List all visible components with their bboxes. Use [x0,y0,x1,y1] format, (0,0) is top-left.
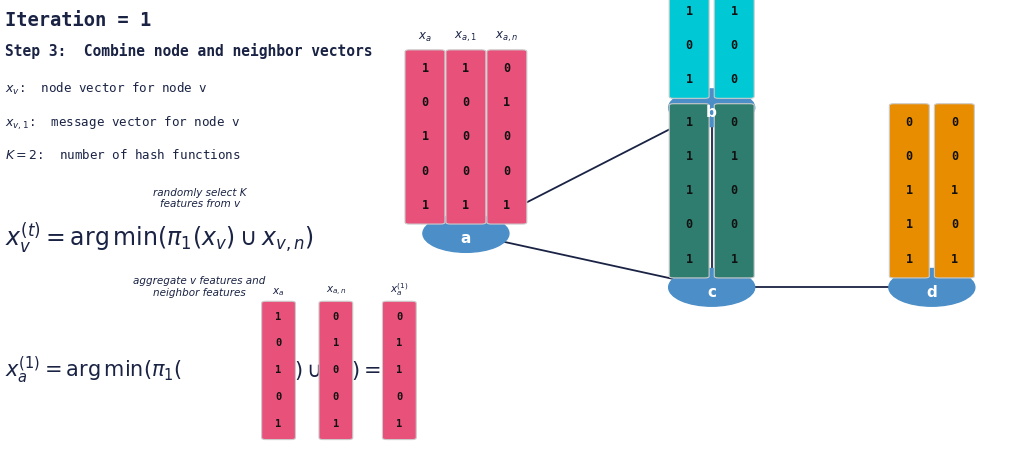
Text: 0: 0 [333,365,339,375]
Text: 0: 0 [275,339,282,348]
FancyBboxPatch shape [406,50,444,224]
Text: 1: 1 [951,253,957,265]
Text: 1: 1 [686,73,692,86]
Text: 1: 1 [422,62,428,75]
Text: 1: 1 [686,253,692,265]
Circle shape [669,269,755,306]
Text: 0: 0 [951,150,957,163]
Text: 1: 1 [906,219,912,231]
Text: 1: 1 [686,5,692,18]
Text: $x_a^{(1)} = \arg\min(\pi_1($: $x_a^{(1)} = \arg\min(\pi_1($ [5,355,182,386]
Text: 0: 0 [731,185,737,197]
Text: $x_{a,n}$: $x_{a,n}$ [326,285,346,298]
FancyBboxPatch shape [889,104,930,278]
Text: 1: 1 [422,131,428,143]
Text: b: b [707,105,717,120]
Text: 1: 1 [686,185,692,197]
Text: $x_v$:  node vector for node v: $x_v$: node vector for node v [5,81,208,97]
Text: 1: 1 [396,339,402,348]
Text: $x_a^{(1)}$: $x_a^{(1)}$ [390,281,409,298]
Text: 1: 1 [906,253,912,265]
Text: 0: 0 [906,116,912,129]
Text: 0: 0 [731,219,737,231]
FancyBboxPatch shape [487,50,526,224]
Text: 1: 1 [951,185,957,197]
Text: 0: 0 [396,392,402,402]
FancyBboxPatch shape [319,301,352,440]
FancyBboxPatch shape [715,104,754,278]
FancyBboxPatch shape [670,104,709,278]
Text: a: a [461,231,471,246]
Text: 1: 1 [333,419,339,429]
Circle shape [889,269,975,306]
Text: 1: 1 [686,150,692,163]
Text: 1: 1 [906,185,912,197]
Text: 0: 0 [463,131,469,143]
Text: 1: 1 [396,419,402,429]
Text: 0: 0 [275,392,282,402]
Text: 0: 0 [906,150,912,163]
FancyBboxPatch shape [670,0,709,98]
Text: 1: 1 [275,419,282,429]
Text: $x_{a,n}$: $x_{a,n}$ [496,29,518,44]
Text: 0: 0 [686,39,692,52]
Text: 1: 1 [275,365,282,375]
FancyBboxPatch shape [715,0,754,98]
Text: $x_{a,1}$: $x_{a,1}$ [455,29,477,44]
Text: $)\cup$: $)\cup$ [294,359,321,382]
Text: 0: 0 [504,131,510,143]
Text: aggregate v features and
neighbor features: aggregate v features and neighbor featur… [133,276,266,298]
Text: $K = 2$:  number of hash functions: $K = 2$: number of hash functions [5,148,241,162]
Text: 1: 1 [731,5,737,18]
Text: 0: 0 [731,73,737,86]
Text: 1: 1 [463,199,469,211]
Circle shape [669,89,755,127]
Text: $x_v^{(t)} = \arg\min(\pi_1(x_v) \cup x_{v,n})$: $x_v^{(t)} = \arg\min(\pi_1(x_v) \cup x_… [5,220,314,255]
Text: 0: 0 [731,39,737,52]
FancyBboxPatch shape [383,301,416,440]
Text: 1: 1 [275,312,282,321]
Text: 0: 0 [333,312,339,321]
Text: $x_a$: $x_a$ [272,286,285,298]
FancyBboxPatch shape [935,104,975,278]
Text: randomly select K
features from v: randomly select K features from v [153,188,247,209]
FancyBboxPatch shape [262,301,295,440]
Text: 1: 1 [422,199,428,211]
Text: $x_a$: $x_a$ [418,31,432,44]
Text: $x_{v,1}$:  message vector for node v: $x_{v,1}$: message vector for node v [5,114,241,132]
Text: 0: 0 [422,97,428,109]
Text: 0: 0 [422,165,428,177]
Text: 0: 0 [731,116,737,129]
Text: 0: 0 [463,97,469,109]
Text: 0: 0 [686,219,692,231]
Text: 1: 1 [396,365,402,375]
Text: 1: 1 [731,253,737,265]
Text: 1: 1 [504,97,510,109]
Text: d: d [927,285,937,299]
Text: 1: 1 [463,62,469,75]
Text: 1: 1 [504,199,510,211]
Text: 0: 0 [504,62,510,75]
Text: Iteration = 1: Iteration = 1 [5,11,152,30]
Circle shape [423,215,509,252]
Text: $) = $: $) = $ [351,359,381,382]
FancyBboxPatch shape [446,50,485,224]
Text: 0: 0 [951,116,957,129]
Text: 0: 0 [951,219,957,231]
Text: 0: 0 [463,165,469,177]
Text: 0: 0 [504,165,510,177]
Text: Step 3:  Combine node and neighbor vectors: Step 3: Combine node and neighbor vector… [5,43,373,59]
Text: 0: 0 [333,392,339,402]
Text: 1: 1 [333,339,339,348]
Text: 1: 1 [686,116,692,129]
Text: 0: 0 [396,312,402,321]
Text: c: c [708,285,716,299]
Text: 1: 1 [731,150,737,163]
